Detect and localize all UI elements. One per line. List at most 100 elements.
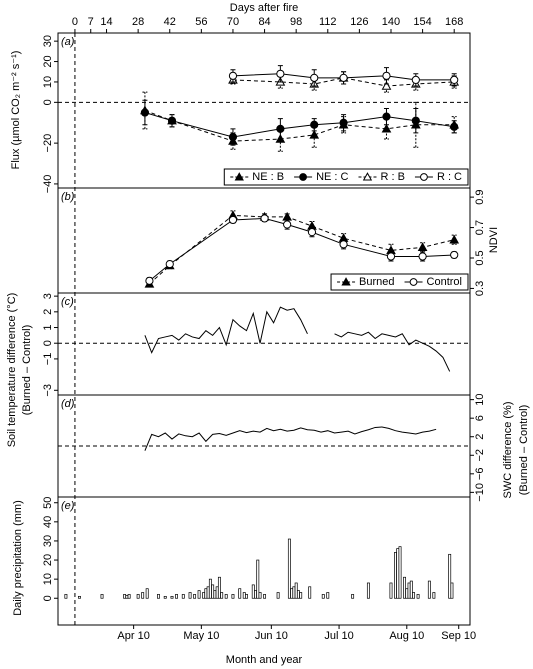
marker bbox=[449, 234, 460, 244]
x-tick-label: Sep 10 bbox=[441, 630, 476, 642]
bar bbox=[299, 592, 303, 599]
bar bbox=[64, 594, 68, 599]
y-tick-label: 20 bbox=[42, 554, 54, 566]
error-bar bbox=[451, 75, 457, 89]
bar bbox=[224, 594, 228, 599]
bar bbox=[398, 546, 402, 599]
marker bbox=[339, 118, 348, 127]
bar bbox=[296, 590, 300, 599]
y-tick-label: 50 bbox=[42, 497, 54, 509]
y-axis-label: (Burned – Control) bbox=[21, 325, 33, 416]
y-tick-label: −6 bbox=[474, 468, 486, 481]
legend-label: Control bbox=[427, 276, 462, 288]
bar bbox=[211, 584, 215, 599]
y-axis-label: Soil temperature difference (°C) bbox=[6, 293, 18, 448]
bar bbox=[125, 595, 129, 599]
bar bbox=[351, 594, 355, 599]
bar bbox=[396, 548, 400, 599]
bar bbox=[215, 586, 219, 599]
bar bbox=[308, 586, 312, 599]
marker bbox=[228, 215, 238, 225]
marker bbox=[228, 71, 238, 80]
y-tick-label: 1 bbox=[42, 324, 54, 330]
marker bbox=[381, 123, 392, 133]
bar bbox=[238, 588, 242, 599]
x-tick-label: 140 bbox=[382, 16, 400, 28]
legend-marker bbox=[299, 173, 307, 181]
marker bbox=[339, 73, 348, 82]
marker bbox=[339, 240, 348, 249]
y-tick-label: 10 bbox=[42, 76, 54, 88]
bar bbox=[157, 594, 160, 599]
y-tick-label: −3 bbox=[42, 384, 54, 397]
bar bbox=[245, 594, 248, 599]
data-line bbox=[144, 426, 437, 451]
marker bbox=[228, 132, 238, 142]
bar bbox=[217, 576, 221, 599]
y-tick-label: −2 bbox=[474, 449, 486, 462]
marker bbox=[382, 71, 391, 80]
bar bbox=[145, 588, 149, 599]
x-tick-label: 14 bbox=[100, 16, 112, 28]
legend-label: Burned bbox=[359, 276, 394, 288]
panel-label: (d) bbox=[61, 398, 75, 410]
bar bbox=[197, 590, 201, 599]
x-tick-label: 56 bbox=[195, 16, 207, 28]
bar bbox=[206, 586, 210, 599]
y-tick-label: 0 bbox=[42, 340, 54, 346]
marker bbox=[140, 108, 150, 117]
y-tick-label: −40 bbox=[42, 175, 54, 194]
legend-marker bbox=[409, 278, 418, 286]
x-tick-label: 112 bbox=[319, 16, 337, 28]
legend: Burned Control bbox=[330, 273, 469, 291]
y-tick-label: 10 bbox=[42, 573, 54, 585]
legend-label: NE : B bbox=[252, 171, 284, 183]
y-tick-label: 40 bbox=[42, 516, 54, 528]
bar bbox=[220, 592, 224, 599]
bar bbox=[321, 594, 325, 599]
bar bbox=[366, 582, 370, 599]
y-axis-label: Flux (µmol CO₂ m⁻² s⁻¹) bbox=[10, 51, 22, 170]
bar bbox=[127, 594, 131, 599]
bar bbox=[389, 582, 393, 599]
y-tick-label: 0 bbox=[42, 595, 54, 601]
x-tick-label: 154 bbox=[413, 16, 431, 28]
marker bbox=[260, 214, 269, 223]
marker bbox=[309, 129, 320, 139]
x-axis-label: Days after fire bbox=[230, 2, 298, 14]
bar bbox=[326, 592, 330, 599]
legend-label: R : C bbox=[437, 171, 462, 183]
bar bbox=[409, 580, 413, 599]
bar bbox=[213, 590, 217, 599]
marker bbox=[282, 211, 292, 221]
bar bbox=[123, 594, 127, 599]
legend-label: NE : C bbox=[316, 171, 348, 183]
panel-label: (b) bbox=[61, 191, 75, 203]
y-tick-label: 2 bbox=[42, 309, 54, 315]
x-tick-label: Jul 10 bbox=[324, 630, 353, 642]
x-tick-label: 28 bbox=[132, 16, 144, 28]
legend-label: R : B bbox=[380, 171, 404, 183]
legend-marker bbox=[341, 277, 351, 286]
bar bbox=[170, 595, 174, 599]
bar bbox=[294, 582, 298, 599]
bar bbox=[77, 595, 81, 599]
marker bbox=[450, 75, 459, 85]
bar bbox=[394, 552, 397, 599]
bar bbox=[403, 576, 406, 599]
y-tick-label: −1 bbox=[42, 353, 54, 366]
bar bbox=[256, 559, 260, 599]
bar bbox=[412, 592, 416, 599]
y-axis-label: NDVI bbox=[488, 227, 500, 253]
bar bbox=[258, 592, 262, 599]
marker bbox=[386, 252, 396, 261]
y-tick-label: 20 bbox=[42, 55, 54, 67]
bar bbox=[204, 588, 208, 599]
data-line bbox=[144, 112, 455, 138]
x-tick-label: Aug 10 bbox=[389, 630, 424, 642]
panel-label: (a) bbox=[61, 36, 75, 48]
marker bbox=[145, 276, 154, 285]
y-tick-label: 0.9 bbox=[474, 189, 486, 204]
marker bbox=[450, 122, 459, 131]
marker bbox=[165, 259, 174, 269]
